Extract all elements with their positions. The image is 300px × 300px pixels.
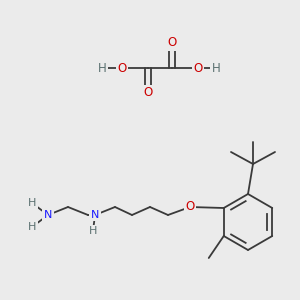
- Text: H: H: [98, 61, 106, 74]
- Text: H: H: [89, 226, 97, 236]
- Text: O: O: [117, 61, 127, 74]
- Text: O: O: [167, 37, 177, 50]
- Text: O: O: [143, 86, 153, 100]
- Text: O: O: [185, 200, 195, 214]
- Text: H: H: [28, 198, 36, 208]
- Text: N: N: [91, 210, 99, 220]
- Text: H: H: [28, 222, 36, 232]
- Text: O: O: [194, 61, 202, 74]
- Text: N: N: [44, 210, 52, 220]
- Text: H: H: [212, 61, 220, 74]
